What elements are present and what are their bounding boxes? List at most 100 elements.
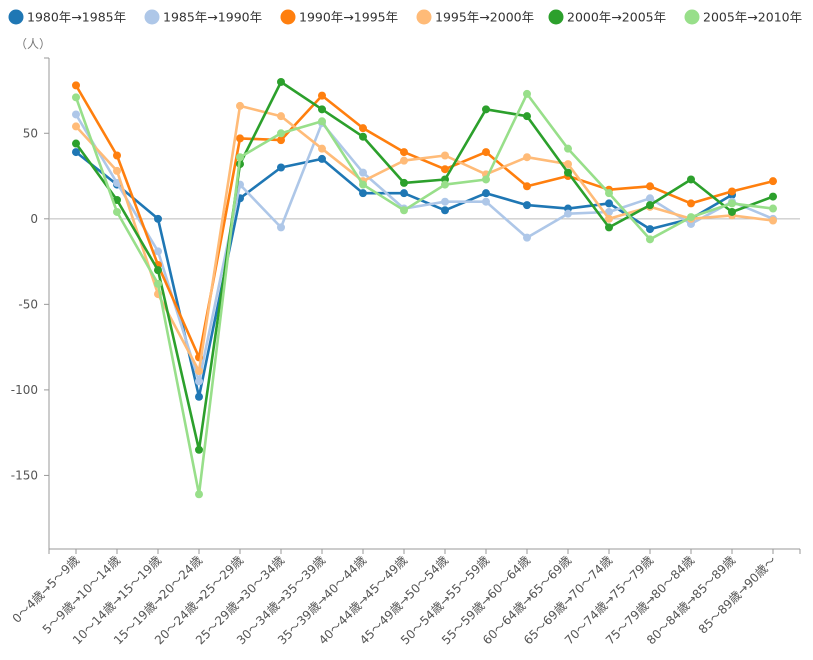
data-point[interactable]	[523, 153, 531, 162]
data-point[interactable]	[113, 151, 121, 160]
data-point[interactable]	[154, 247, 162, 256]
data-point[interactable]	[113, 195, 121, 204]
data-point[interactable]	[605, 214, 613, 223]
data-point[interactable]	[72, 93, 80, 102]
data-point[interactable]	[277, 136, 285, 145]
data-point[interactable]	[236, 153, 244, 162]
data-point[interactable]	[605, 189, 613, 198]
data-point[interactable]	[646, 201, 654, 210]
data-point[interactable]	[728, 199, 736, 208]
legend-swatch-icon	[280, 9, 296, 25]
data-point[interactable]	[277, 163, 285, 172]
data-point[interactable]	[318, 105, 326, 114]
data-point[interactable]	[318, 154, 326, 163]
x-axis: 0～4歳→5～9歳5～9歳→10～14歳10～14歳→15～19歳15～19歳→…	[10, 548, 801, 647]
data-point[interactable]	[72, 148, 80, 157]
data-point[interactable]	[359, 132, 367, 141]
data-point[interactable]	[728, 187, 736, 196]
data-point[interactable]	[482, 197, 490, 206]
data-point[interactable]	[113, 166, 121, 175]
data-point[interactable]	[769, 192, 777, 201]
data-point[interactable]	[277, 223, 285, 232]
series-line	[74, 84, 775, 359]
data-point[interactable]	[646, 235, 654, 244]
data-point[interactable]	[482, 189, 490, 198]
data-point[interactable]	[769, 204, 777, 213]
data-point[interactable]	[195, 490, 203, 499]
data-point[interactable]	[318, 144, 326, 153]
data-point[interactable]	[687, 213, 695, 222]
data-point[interactable]	[564, 144, 572, 153]
legend-label: 2005年→2010年	[703, 10, 802, 25]
data-point[interactable]	[564, 160, 572, 169]
data-point[interactable]	[482, 175, 490, 184]
data-point[interactable]	[277, 112, 285, 121]
data-point[interactable]	[441, 151, 449, 160]
data-point[interactable]	[400, 156, 408, 165]
data-point[interactable]	[646, 225, 654, 234]
data-point[interactable]	[400, 148, 408, 157]
legend-item[interactable]: 1995年→2000年	[416, 9, 535, 25]
data-point[interactable]	[441, 165, 449, 174]
data-point[interactable]	[359, 168, 367, 177]
data-point[interactable]	[72, 110, 80, 119]
data-point[interactable]	[359, 180, 367, 189]
data-point[interactable]	[359, 124, 367, 133]
legend-item[interactable]: 2005年→2010年	[684, 9, 803, 25]
legend-item[interactable]: 2000年→2005年	[548, 9, 667, 25]
data-point[interactable]	[154, 279, 162, 288]
data-point[interactable]	[359, 189, 367, 198]
data-point[interactable]	[687, 175, 695, 184]
data-point[interactable]	[523, 112, 531, 121]
legend-swatch-icon	[8, 9, 24, 25]
data-point[interactable]	[277, 77, 285, 86]
data-point[interactable]	[195, 377, 203, 386]
data-point[interactable]	[564, 168, 572, 177]
data-point[interactable]	[523, 201, 531, 210]
series-group	[72, 81, 777, 362]
data-point[interactable]	[646, 182, 654, 191]
data-point[interactable]	[441, 180, 449, 189]
data-point[interactable]	[769, 216, 777, 225]
legend-swatch-icon	[144, 9, 160, 25]
legend-item[interactable]: 1985年→1990年	[144, 9, 263, 25]
data-point[interactable]	[195, 367, 203, 376]
legend-item[interactable]: 1980年→1985年	[8, 9, 127, 25]
data-point[interactable]	[154, 266, 162, 275]
data-point[interactable]	[195, 392, 203, 401]
data-point[interactable]	[400, 206, 408, 215]
series-group	[72, 89, 777, 499]
data-point[interactable]	[728, 207, 736, 216]
data-point[interactable]	[400, 178, 408, 187]
series-group	[72, 101, 777, 376]
data-point[interactable]	[400, 189, 408, 198]
data-point[interactable]	[154, 214, 162, 223]
data-point[interactable]	[318, 91, 326, 100]
data-point[interactable]	[236, 101, 244, 110]
legend-item[interactable]: 1990年→1995年	[280, 9, 399, 25]
data-point[interactable]	[564, 209, 572, 218]
data-point[interactable]	[482, 148, 490, 157]
data-point[interactable]	[482, 105, 490, 114]
data-point[interactable]	[523, 89, 531, 98]
data-point[interactable]	[72, 139, 80, 148]
data-point[interactable]	[195, 445, 203, 454]
data-point[interactable]	[605, 223, 613, 232]
y-tick-label: 0	[30, 212, 38, 226]
data-point[interactable]	[318, 117, 326, 126]
data-point[interactable]	[646, 194, 654, 203]
data-point[interactable]	[687, 199, 695, 208]
data-point[interactable]	[236, 134, 244, 143]
legend-label: 1995年→2000年	[435, 10, 534, 25]
data-point[interactable]	[523, 233, 531, 242]
data-point[interactable]	[113, 207, 121, 216]
data-point[interactable]	[605, 199, 613, 208]
data-point[interactable]	[72, 81, 80, 90]
series-group	[72, 110, 777, 386]
data-point[interactable]	[441, 197, 449, 206]
data-point[interactable]	[72, 122, 80, 131]
data-point[interactable]	[769, 177, 777, 186]
data-point[interactable]	[441, 206, 449, 215]
data-point[interactable]	[523, 182, 531, 191]
data-point[interactable]	[277, 129, 285, 138]
